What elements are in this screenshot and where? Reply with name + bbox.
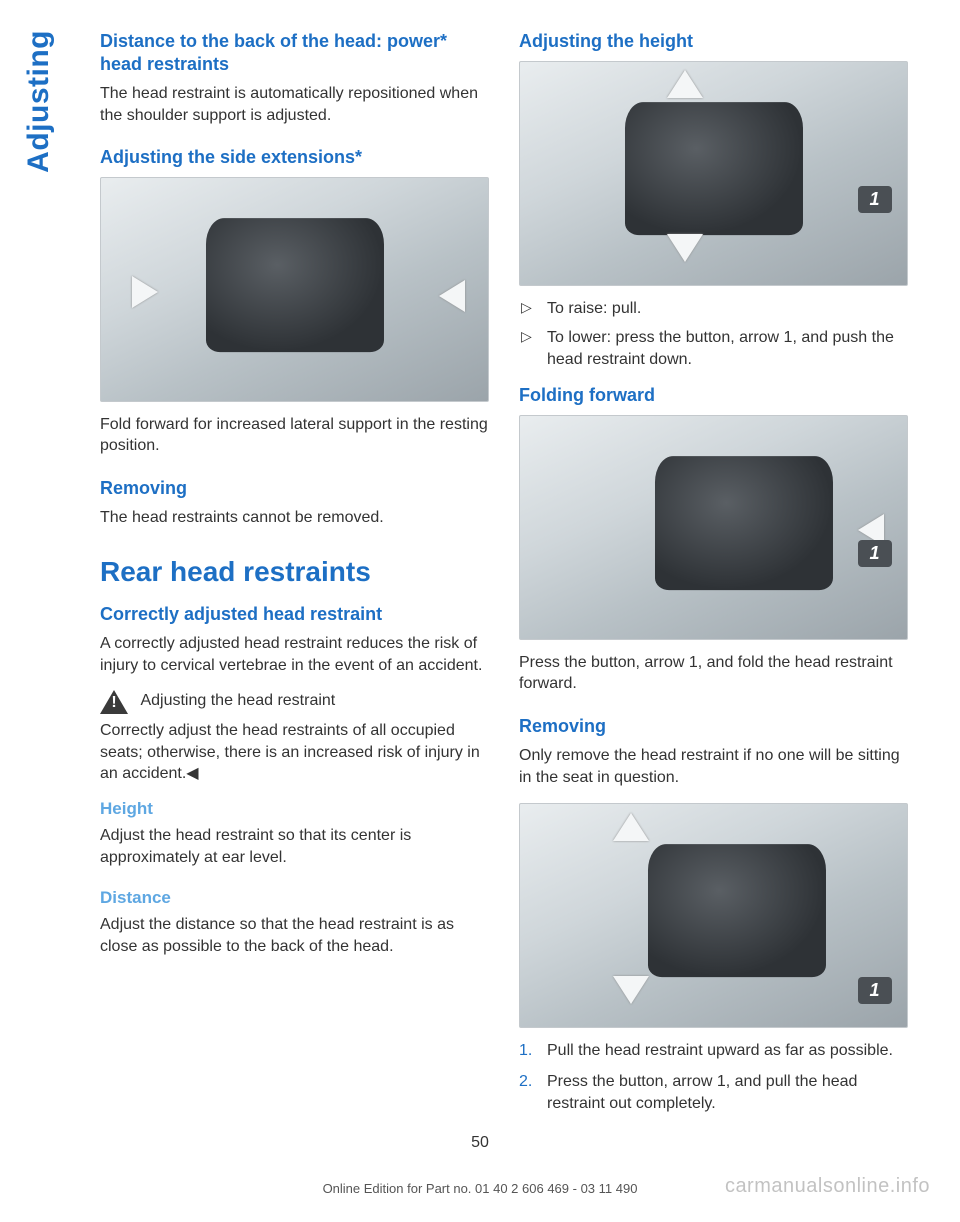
figure-folding-forward: 1	[519, 415, 908, 640]
list-item-lower: To lower: press the button, arrow 1, and…	[519, 327, 908, 370]
heading-distance-power: Distance to the back of the head: power*…	[100, 30, 489, 75]
para-removing-front: The head restraints cannot be removed.	[100, 507, 489, 529]
list-item-step-1: Pull the head restraint upward as far as…	[519, 1040, 908, 1062]
heading-removing-rear: Removing	[519, 715, 908, 738]
para-removing-rear: Only remove the head restraint if no one…	[519, 745, 908, 788]
page-content: Distance to the back of the head: power*…	[0, 0, 960, 1124]
heading-rear-restraints: Rear head restraints	[100, 555, 489, 589]
heading-removing-front: Removing	[100, 477, 489, 500]
para-height: Adjust the head restraint so that its ce…	[100, 825, 489, 868]
heading-adjusting-height: Adjusting the height	[519, 30, 908, 53]
warning-body: Correctly adjust the head restraints of …	[100, 720, 489, 785]
heading-correctly-adjusted: Correctly adjusted head restraint	[100, 603, 489, 626]
figure-badge-1: 1	[858, 186, 892, 213]
heading-height: Height	[100, 799, 489, 819]
para-distance-power: The head restraint is automatically repo…	[100, 83, 489, 126]
side-tab-label: Adjusting	[22, 30, 56, 173]
right-column: Adjusting the height 1 To raise: pull. T…	[519, 30, 908, 1124]
warning-title: Adjusting the head restraint	[140, 692, 335, 709]
warning-block: Adjusting the head restraint Correctly a…	[100, 690, 489, 785]
figure-adjusting-height: 1	[519, 61, 908, 286]
figure-removing-rear: 1	[519, 803, 908, 1028]
para-side-extensions: Fold forward for increased lateral suppo…	[100, 414, 489, 457]
list-removing-steps: Pull the head restraint upward as far as…	[519, 1040, 908, 1115]
para-distance: Adjust the distance so that the head res…	[100, 914, 489, 957]
left-column: Distance to the back of the head: power*…	[100, 30, 489, 1124]
list-height-adjust: To raise: pull. To lower: press the butt…	[519, 298, 908, 371]
page-number: 50	[0, 1134, 960, 1152]
heading-folding-forward: Folding forward	[519, 384, 908, 407]
list-item-raise: To raise: pull.	[519, 298, 908, 320]
warning-icon	[100, 690, 128, 714]
para-folding-forward: Press the button, arrow 1, and fold the …	[519, 652, 908, 695]
list-item-step-2: Press the button, arrow 1, and pull the …	[519, 1071, 908, 1114]
watermark: carmanualsonline.info	[725, 1175, 930, 1198]
heading-side-extensions: Adjusting the side extensions*	[100, 146, 489, 169]
para-correctly-adjusted: A correctly adjusted head restraint redu…	[100, 633, 489, 676]
figure-side-extensions	[100, 177, 489, 402]
figure-badge-2: 1	[858, 540, 892, 567]
figure-badge-3: 1	[858, 977, 892, 1004]
heading-distance: Distance	[100, 888, 489, 908]
